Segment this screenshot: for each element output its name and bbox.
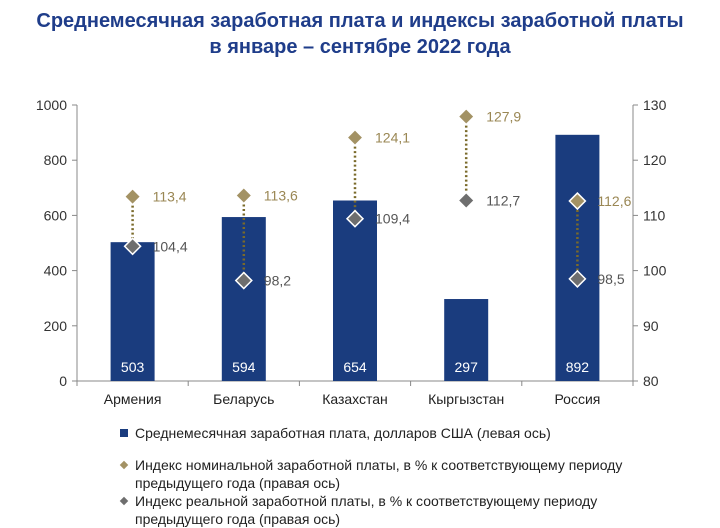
real-index-marker	[234, 271, 253, 290]
legend-real-diamond-icon	[119, 496, 129, 506]
real-index-marker	[345, 209, 365, 228]
bar	[555, 134, 600, 381]
bar	[444, 299, 489, 381]
x-tick-label: Кыргызстан	[428, 391, 504, 407]
legend-item-real: Индекс реальной заработной платы, в % к …	[119, 492, 680, 528]
left-tick-label: 0	[59, 373, 67, 389]
legend-nominal-diamond-icon	[119, 460, 129, 470]
chart-labels: 104,4 98,2 109,4 112,7 98,5 113,4 113,6 124,1 12…	[153, 109, 632, 289]
x-tick-label: Казахстан	[322, 391, 388, 407]
nominal-index-label: 113,4	[153, 189, 187, 205]
left-tick-label: 600	[44, 207, 68, 223]
legend-bar-swatch	[120, 429, 128, 437]
chart-title-line-2: в январе – сентябре 2022 года	[209, 36, 511, 58]
right-tick-label: 100	[643, 263, 667, 279]
bar-value-label: 503	[121, 359, 145, 375]
left-tick-label: 1000	[36, 97, 67, 113]
nominal-index-label: 112,6	[597, 193, 631, 209]
real-index-label: 109,4	[375, 211, 410, 227]
legend-nominal-label: Индекс номинальной заработной платы, в %…	[135, 457, 623, 491]
real-index-marker	[123, 237, 142, 256]
left-tick-label: 200	[44, 318, 68, 334]
real-index-marker	[568, 269, 587, 288]
x-tick-label: Армения	[104, 391, 162, 407]
nominal-index-marker	[457, 107, 476, 126]
bar-value-label: 594	[232, 359, 256, 375]
real-index-marker	[457, 191, 476, 210]
bar	[333, 200, 377, 381]
real-index-label: 98,5	[597, 271, 624, 287]
bar-value-label: 892	[566, 359, 590, 375]
nominal-index-label: 124,1	[375, 130, 410, 146]
right-tick-label: 90	[643, 318, 659, 334]
right-tick-label: 110	[643, 207, 666, 223]
nominal-index-marker	[345, 128, 365, 147]
legend-bar-label: Среднемесячная заработная плата, долларо…	[135, 425, 551, 441]
bar-value-label: 297	[455, 359, 479, 375]
real-index-label: 98,2	[264, 273, 291, 289]
right-tick-label: 80	[643, 373, 659, 389]
bar	[221, 217, 266, 381]
x-tick-label: Беларусь	[213, 391, 274, 407]
chart-axes: 0 200 400 600 800 1000 80 90 100 110 120 130 Армения…	[36, 97, 667, 407]
marker-series	[123, 107, 587, 290]
legend-item-bar: Среднемесячная заработная плата, долларо…	[120, 424, 680, 442]
nominal-index-marker	[234, 186, 253, 205]
real-index-label: 112,7	[486, 192, 520, 208]
chart-title-line-1: Среднемесячная заработная плата и индекс…	[36, 10, 684, 32]
legend: Среднемесячная заработная плата, долларо…	[119, 424, 680, 528]
right-tick-label: 130	[643, 97, 667, 113]
bar-value-label: 654	[343, 359, 367, 375]
x-tick-label: Россия	[554, 391, 600, 407]
bar	[110, 242, 155, 381]
nominal-index-label: 113,6	[264, 188, 298, 204]
chart-title: Среднемесячная заработная плата и индекс…	[0, 8, 720, 60]
legend-item-nominal: Индекс номинальной заработной платы, в %…	[119, 456, 680, 492]
left-tick-label: 800	[44, 152, 68, 168]
bar-series: 503 594 654 297 892	[110, 134, 600, 381]
right-tick-label: 120	[643, 152, 667, 168]
legend-real-label: Индекс реальной заработной платы, в % к …	[135, 493, 598, 527]
real-index-label: 104,4	[153, 238, 188, 254]
nominal-index-label: 127,9	[486, 109, 521, 125]
left-tick-label: 400	[44, 263, 68, 279]
nominal-index-marker	[123, 187, 142, 206]
nominal-index-marker	[568, 191, 587, 211]
